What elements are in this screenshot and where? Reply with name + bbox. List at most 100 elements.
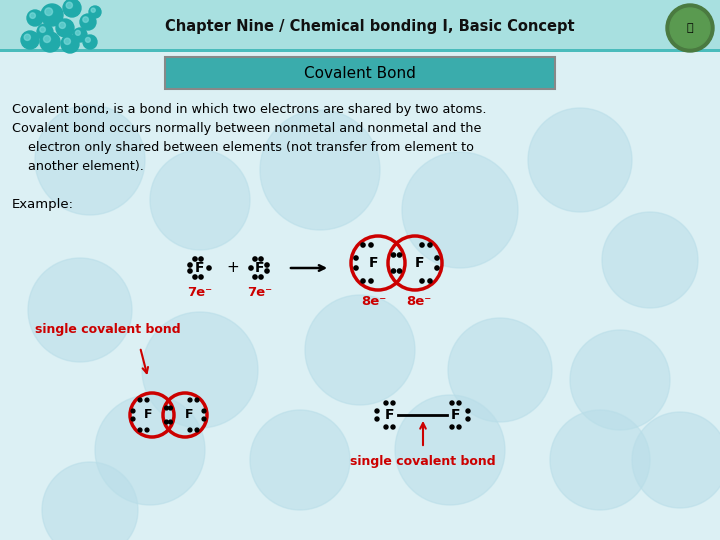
Circle shape — [28, 258, 132, 362]
Circle shape — [188, 428, 192, 432]
Circle shape — [354, 266, 358, 270]
Circle shape — [63, 0, 81, 17]
Text: F: F — [185, 408, 193, 422]
Text: another element).: another element). — [12, 160, 144, 173]
Circle shape — [384, 425, 388, 429]
Circle shape — [420, 243, 424, 247]
Circle shape — [402, 152, 518, 268]
Circle shape — [202, 409, 206, 413]
Circle shape — [420, 279, 424, 283]
Circle shape — [131, 409, 135, 413]
Circle shape — [199, 257, 203, 261]
Circle shape — [195, 398, 199, 402]
Circle shape — [42, 462, 138, 540]
Circle shape — [193, 275, 197, 279]
Circle shape — [195, 428, 199, 432]
Text: +: + — [227, 260, 239, 275]
Text: electron only shared between elements (not transfer from element to: electron only shared between elements (n… — [12, 141, 474, 154]
Circle shape — [95, 395, 205, 505]
Circle shape — [384, 401, 388, 405]
Text: 8e⁻: 8e⁻ — [361, 295, 387, 308]
Circle shape — [260, 110, 380, 230]
Circle shape — [73, 28, 87, 42]
Circle shape — [193, 257, 197, 261]
Circle shape — [450, 425, 454, 429]
Circle shape — [265, 269, 269, 273]
Circle shape — [66, 2, 73, 9]
Circle shape — [89, 6, 101, 18]
Circle shape — [361, 279, 365, 283]
Circle shape — [253, 275, 257, 279]
Circle shape — [43, 36, 50, 43]
Circle shape — [259, 275, 263, 279]
Circle shape — [24, 34, 30, 40]
Circle shape — [45, 8, 53, 16]
Circle shape — [632, 412, 720, 508]
Circle shape — [59, 22, 66, 29]
Circle shape — [207, 266, 211, 270]
Circle shape — [466, 409, 470, 413]
Circle shape — [265, 263, 269, 267]
Circle shape — [41, 4, 63, 26]
Circle shape — [83, 35, 97, 49]
Circle shape — [375, 409, 379, 413]
Circle shape — [249, 266, 253, 270]
Circle shape — [391, 401, 395, 405]
Text: 🏛: 🏛 — [687, 23, 693, 33]
Circle shape — [397, 253, 402, 257]
Circle shape — [457, 425, 461, 429]
Circle shape — [168, 420, 172, 424]
Text: F: F — [415, 256, 425, 270]
Circle shape — [450, 401, 454, 405]
Circle shape — [61, 35, 79, 53]
Text: Example:: Example: — [12, 198, 74, 211]
Circle shape — [27, 10, 43, 26]
Bar — [165, 57, 555, 89]
Circle shape — [550, 410, 650, 510]
Circle shape — [602, 212, 698, 308]
Text: single covalent bond: single covalent bond — [350, 455, 496, 468]
Circle shape — [392, 253, 395, 257]
Circle shape — [40, 27, 45, 32]
Circle shape — [76, 30, 81, 35]
Circle shape — [570, 330, 670, 430]
Circle shape — [375, 417, 379, 421]
Text: Covalent Bond: Covalent Bond — [304, 65, 416, 80]
Circle shape — [670, 8, 710, 48]
Circle shape — [354, 256, 358, 260]
Text: Covalent bond occurs normally between nonmetal and nonmetal and the: Covalent bond occurs normally between no… — [12, 122, 482, 135]
Circle shape — [466, 417, 470, 421]
Circle shape — [259, 257, 263, 261]
Circle shape — [83, 17, 89, 22]
Circle shape — [369, 279, 373, 283]
Circle shape — [202, 417, 206, 421]
Circle shape — [145, 428, 149, 432]
Circle shape — [138, 428, 142, 432]
Bar — [0, 49, 720, 52]
Circle shape — [188, 269, 192, 273]
Circle shape — [165, 406, 168, 410]
Circle shape — [165, 420, 168, 424]
Bar — [0, 0, 720, 52]
Text: F: F — [144, 408, 152, 422]
Circle shape — [448, 318, 552, 422]
Circle shape — [86, 37, 90, 42]
Circle shape — [428, 279, 432, 283]
Circle shape — [80, 14, 96, 30]
Text: Covalent bond, is a bond in which two electrons are shared by two atoms.: Covalent bond, is a bond in which two el… — [12, 103, 487, 116]
Circle shape — [188, 398, 192, 402]
Text: single covalent bond: single covalent bond — [35, 323, 181, 336]
Circle shape — [305, 295, 415, 405]
Text: F: F — [450, 408, 460, 422]
Circle shape — [199, 275, 203, 279]
Text: 7e⁻: 7e⁻ — [187, 286, 212, 299]
Circle shape — [35, 105, 145, 215]
Circle shape — [145, 398, 149, 402]
Text: F: F — [256, 261, 265, 275]
Text: 8e⁻: 8e⁻ — [406, 295, 431, 308]
Text: F: F — [195, 261, 204, 275]
Circle shape — [457, 401, 461, 405]
Circle shape — [91, 8, 95, 12]
Circle shape — [64, 38, 71, 44]
Circle shape — [253, 257, 257, 261]
